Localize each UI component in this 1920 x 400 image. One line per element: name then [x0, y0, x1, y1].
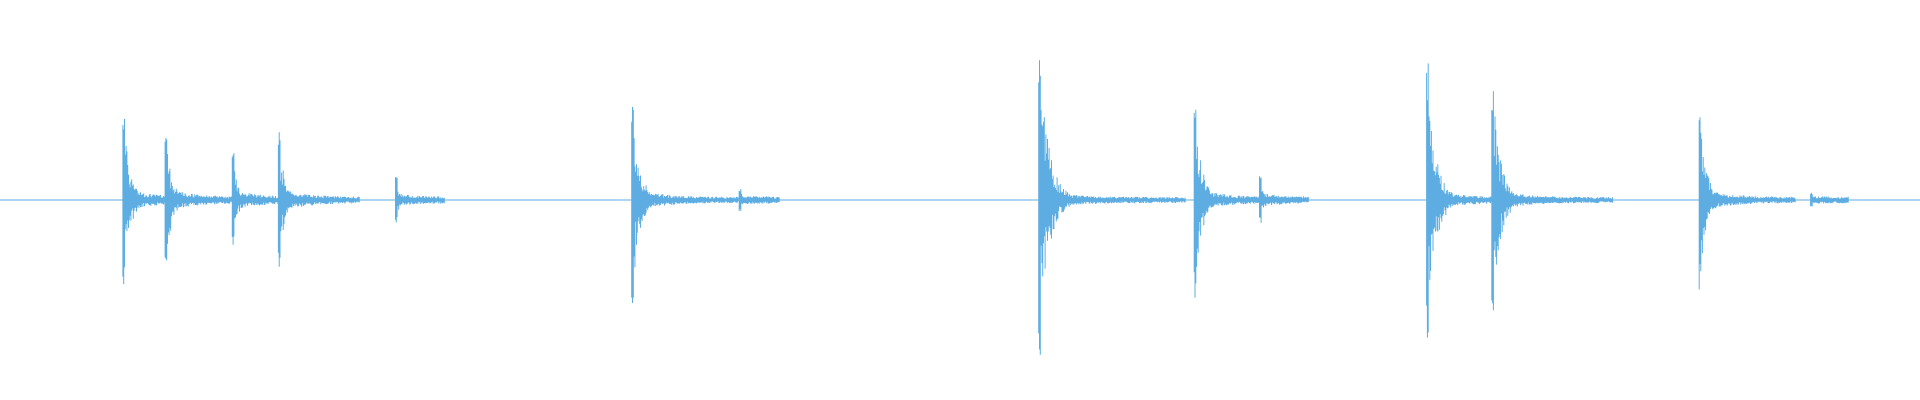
waveform-event-13: [1698, 117, 1796, 290]
waveform-event-shape: [1259, 176, 1309, 223]
waveform-event-12: [1491, 91, 1614, 311]
waveform-event-shape: [1491, 91, 1614, 311]
waveform-events: [122, 60, 1849, 355]
waveform-event-shape: [631, 107, 739, 303]
waveform-event-shape: [277, 132, 360, 267]
waveform-event-shape: [738, 189, 780, 211]
waveform-event-7: [738, 189, 780, 211]
waveform-event-shape: [1038, 60, 1186, 355]
waveform-event-5: [395, 177, 445, 223]
waveform-event-8: [1038, 60, 1186, 355]
waveform-event-4: [277, 132, 360, 267]
waveform-event-shape: [395, 177, 445, 223]
waveform-event-14: [1810, 192, 1849, 207]
waveform-event-shape: [1698, 117, 1796, 290]
waveform-event-10: [1259, 176, 1309, 223]
waveform-event-shape: [1810, 192, 1849, 207]
waveform-event-6: [631, 107, 739, 303]
